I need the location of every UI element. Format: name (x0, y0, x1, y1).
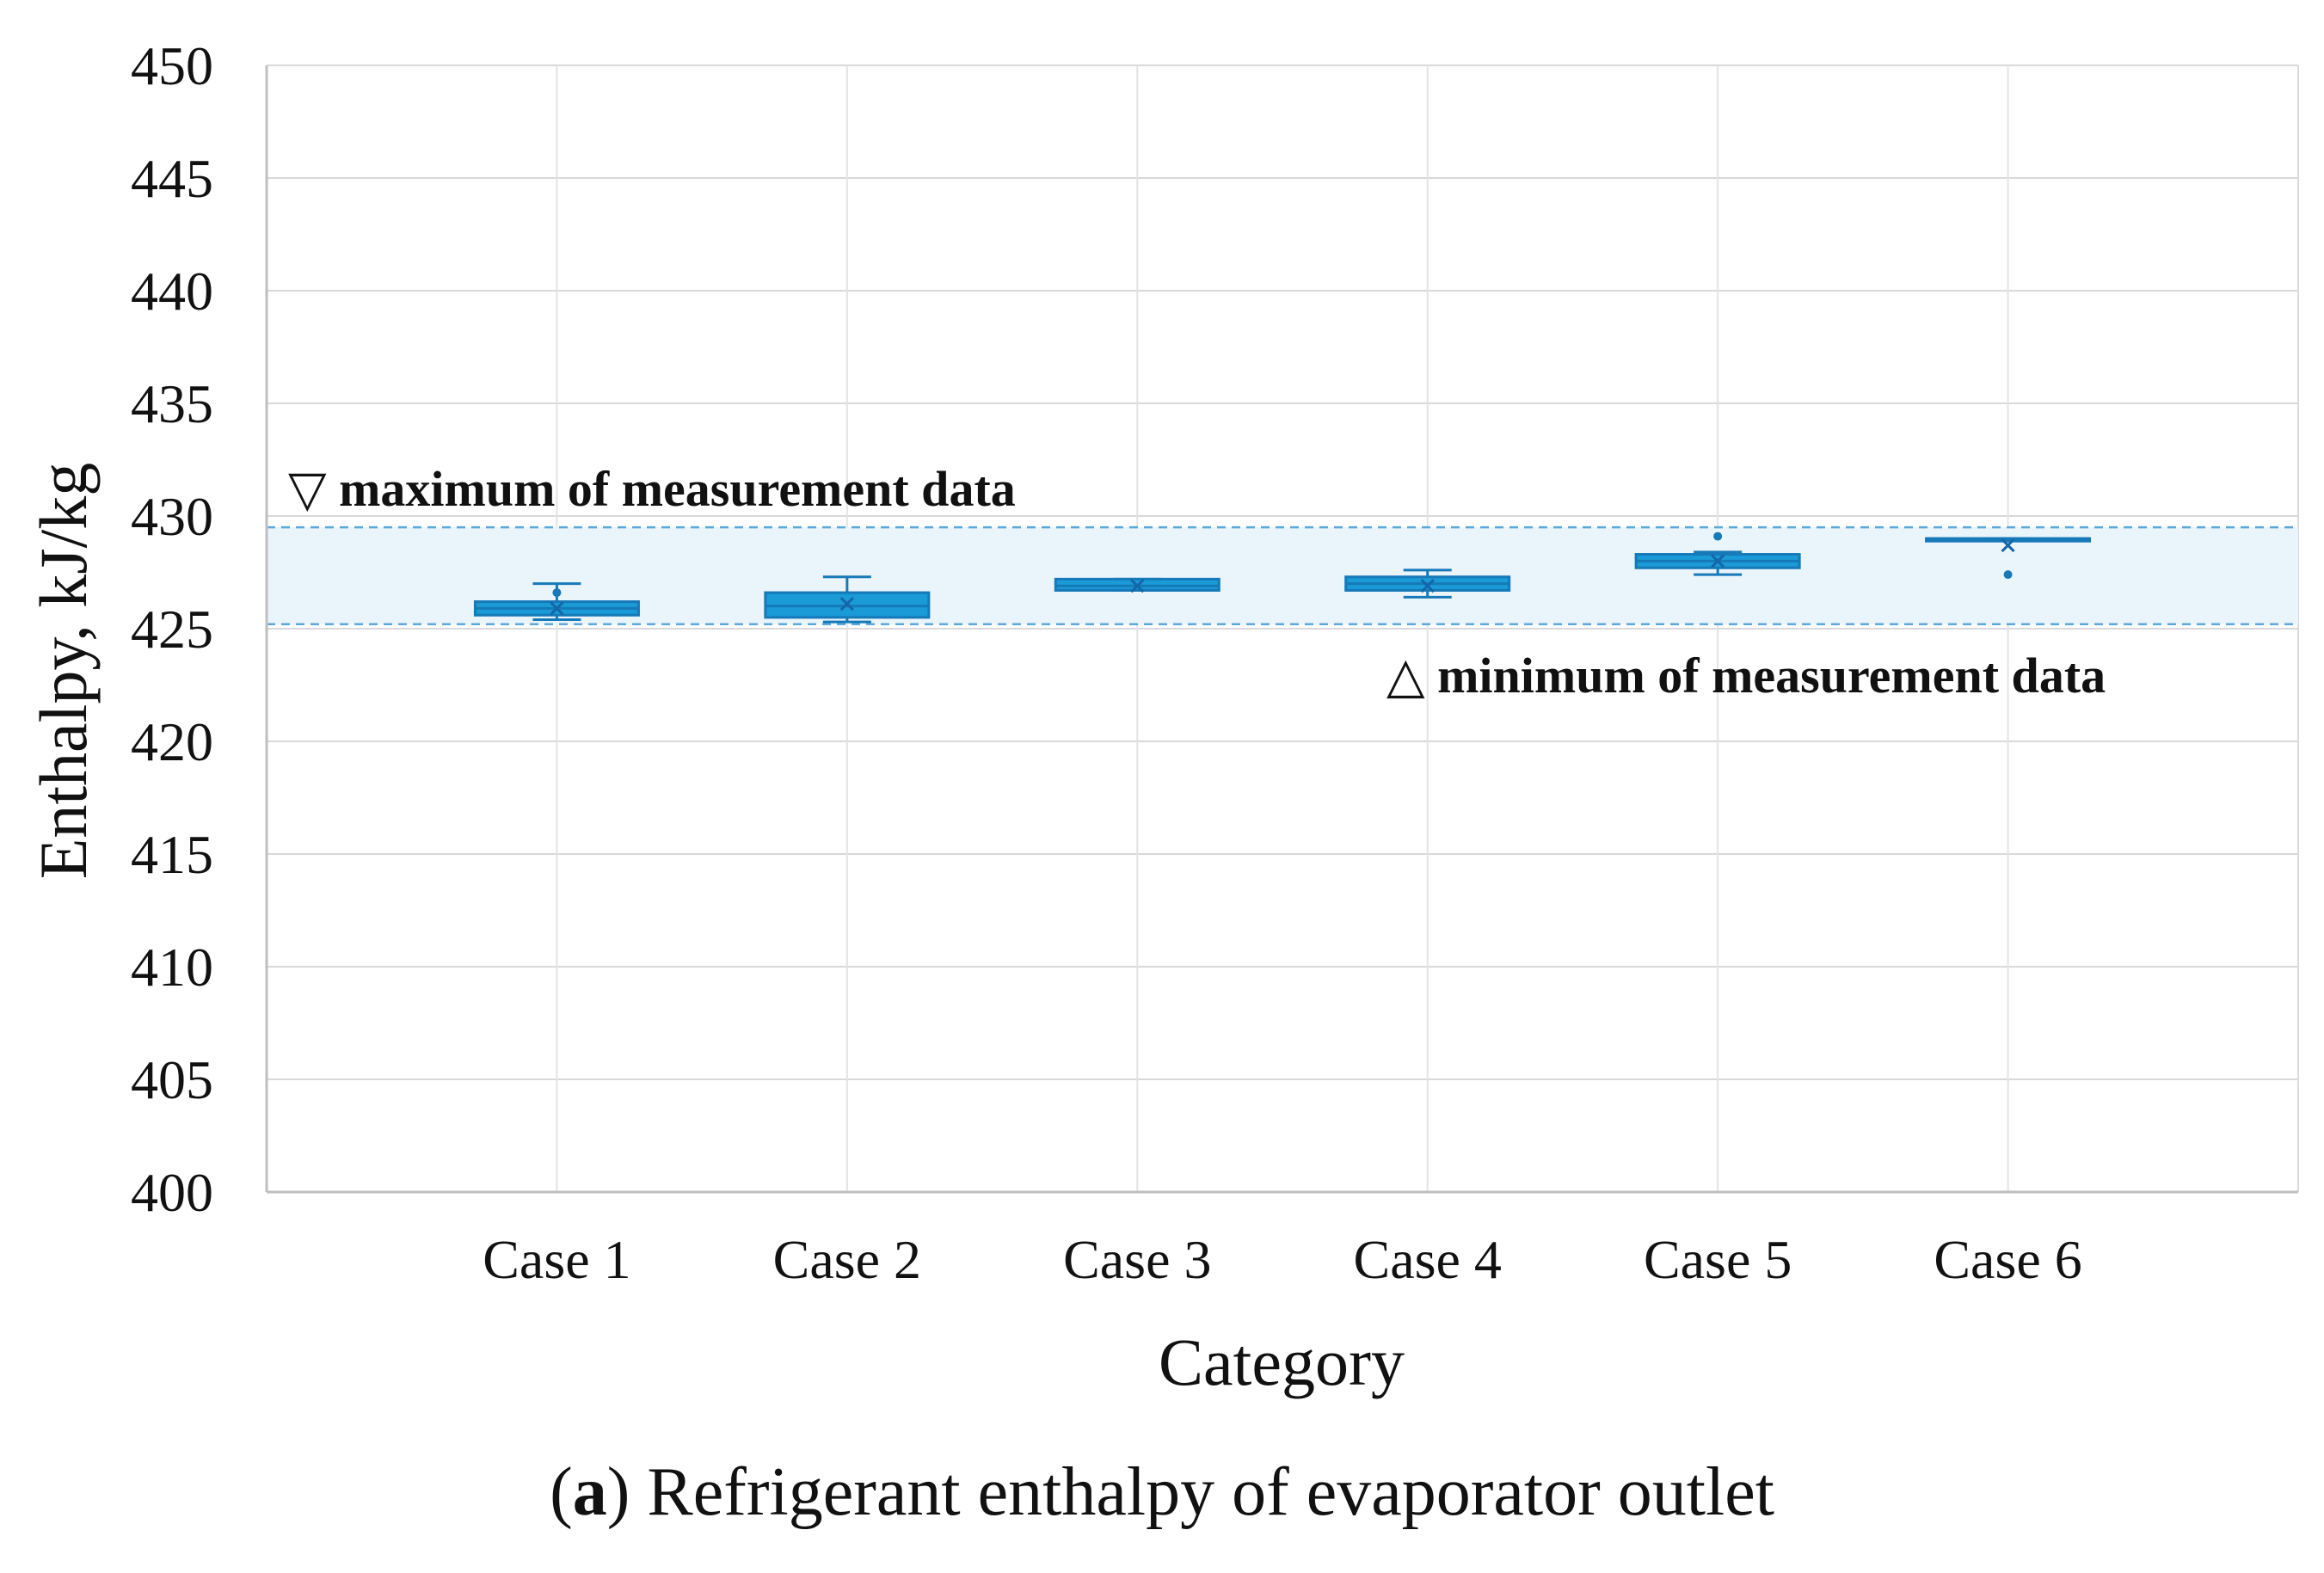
y-tick-label: 410 (131, 937, 213, 998)
mean-marker (1130, 579, 1145, 593)
box-2 (764, 575, 931, 624)
outlier-point (2003, 570, 2013, 580)
mean-marker (1711, 554, 1725, 568)
y-tick-label: 450 (131, 35, 213, 96)
y-tick-label: 405 (131, 1049, 213, 1110)
y-tick-label: 430 (131, 486, 213, 547)
outlier-point (552, 588, 562, 598)
mean-marker (1420, 579, 1435, 593)
x-axis-title: Category (1159, 1324, 1405, 1399)
y-tick-label: 440 (131, 261, 213, 322)
mean-marker (839, 597, 854, 611)
band-max-label: ▽ maximum of measurement data (288, 461, 1016, 517)
boxes (473, 532, 2092, 624)
outlier-point (1713, 532, 1723, 541)
y-tick-label: 400 (131, 1162, 213, 1223)
x-tick-label: Case 1 (483, 1229, 630, 1290)
x-tick-label: Case 4 (1354, 1229, 1502, 1290)
mean-marker (2001, 538, 2015, 553)
band-min-label: △ minimum of measurement data (1386, 648, 2106, 704)
x-tick-label: Case 2 (773, 1229, 921, 1290)
grid-lines (267, 65, 2299, 1193)
axes (265, 65, 2298, 1194)
box-1 (473, 582, 640, 622)
x-tick-label: Case 5 (1644, 1229, 1792, 1290)
box-4 (1344, 568, 1511, 599)
caption-text: Refrigerant enthalpy of evaporator outle… (630, 1454, 1774, 1530)
y-tick-label: 420 (131, 711, 213, 772)
y-tick-label: 415 (131, 824, 213, 885)
y-axis-title: Enthalpy, kJ/kg (26, 463, 101, 880)
y-tick-label: 435 (131, 373, 213, 434)
caption-letter: a (572, 1454, 607, 1530)
box-5 (1634, 532, 1801, 576)
x-tick-label: Case 6 (1934, 1229, 2081, 1290)
y-tick-label: 425 (131, 599, 213, 660)
box-6 (1925, 537, 2092, 580)
figure-caption: (a) Refrigerant enthalpy of evaporator o… (550, 1454, 1774, 1530)
y-tick-label: 445 (131, 148, 213, 209)
x-tick-label: Case 3 (1063, 1229, 1211, 1290)
mean-marker (550, 601, 564, 616)
box-3 (1054, 577, 1220, 593)
y-tick-labels: 400 405 410 415 420 425 430 435 440 445 450 (131, 35, 213, 1223)
x-tick-labels: Case 1 Case 2 Case 3 Case 4 Case 5 Case 6 (483, 1229, 2082, 1290)
